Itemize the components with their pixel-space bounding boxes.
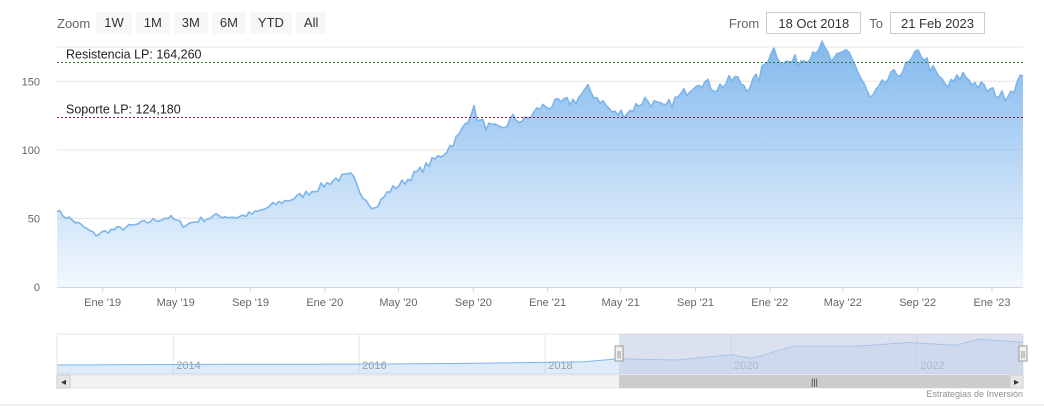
credits-label: Estrategias de Inversión: [926, 389, 1023, 399]
zoom-button-6m[interactable]: 6M: [211, 12, 246, 34]
reference-lines: Resistencia LP: 164,260 Soporte LP: 124,1…: [57, 48, 1023, 118]
scrollbar-thumb[interactable]: [619, 375, 1010, 388]
zoom-button-1m[interactable]: 1M: [135, 12, 170, 34]
handle-box[interactable]: [1018, 345, 1028, 362]
y-tick-label: 0: [34, 282, 40, 294]
zoom-button-ytd[interactable]: YTD: [249, 12, 292, 34]
handle-grip: ||: [617, 350, 621, 359]
zoom-bar: Zoom 1W 1M 3M 6M YTD All: [57, 12, 330, 34]
navigator-year-label: 2014: [176, 360, 200, 372]
x-tick-label: Ene '21: [529, 297, 566, 309]
zoom-button-all[interactable]: All: [295, 12, 327, 34]
x-tick-label: Ene '20: [306, 297, 343, 309]
x-tick-label: May '21: [602, 297, 640, 309]
scroll-left-button[interactable]: [56, 374, 71, 389]
x-tick-label: Sep '20: [455, 297, 492, 309]
x-tick-label: Ene '23: [973, 297, 1010, 309]
x-tick-label: Sep '22: [899, 297, 936, 309]
y-tick-label: 150: [22, 76, 40, 88]
to-label: To: [869, 15, 883, 31]
x-tick-label: Sep '19: [232, 297, 269, 309]
scroll-left-arrow-icon: ◂: [61, 377, 66, 388]
axes: 0 50 100 150 Ene '19 May '19 Sep '19 Ene '20 May…: [22, 76, 1023, 309]
series-area: [57, 41, 1023, 287]
handle-grip: ||: [1021, 350, 1025, 359]
zoom-label: Zoom: [57, 15, 91, 31]
resistance-label: Resistencia LP: 164,260: [66, 48, 202, 62]
y-tick-label: 100: [22, 145, 40, 157]
scrollbar[interactable]: ||| ◂ ▸: [56, 374, 1024, 389]
navigator-handle-right[interactable]: ||: [1018, 345, 1028, 362]
zoom-button-1w[interactable]: 1W: [96, 12, 132, 34]
zoom-button-3m[interactable]: 3M: [173, 12, 208, 34]
navigator-year-label: 2016: [362, 360, 386, 372]
x-tick-label: Ene '22: [751, 297, 788, 309]
from-label: From: [728, 15, 760, 31]
scroll-right-arrow-icon: ▸: [1014, 377, 1019, 388]
x-tick-label: May '19: [157, 297, 195, 309]
from-date-input[interactable]: [766, 12, 862, 34]
navigator-selection[interactable]: [619, 334, 1023, 374]
scroll-right-button[interactable]: [1009, 374, 1024, 389]
x-tick-label: Ene '19: [84, 297, 121, 309]
scrollbar-grip: |||: [811, 377, 818, 387]
date-range-selector: From To: [721, 12, 985, 34]
support-label: Soporte LP: 124,180: [66, 103, 181, 117]
series-line: [56, 40, 1024, 237]
to-date-input[interactable]: [890, 12, 985, 34]
handle-box[interactable]: [614, 345, 624, 362]
x-tick-label: May '20: [379, 297, 417, 309]
y-tick-label: 50: [28, 213, 40, 225]
navigator-year-label: 2018: [548, 360, 572, 372]
navigator-handle-left[interactable]: ||: [614, 345, 624, 362]
navigator[interactable]: 20142016201820202022||||: [56, 333, 1028, 375]
x-tick-label: May '22: [824, 297, 862, 309]
x-tick-label: Sep '21: [677, 297, 714, 309]
